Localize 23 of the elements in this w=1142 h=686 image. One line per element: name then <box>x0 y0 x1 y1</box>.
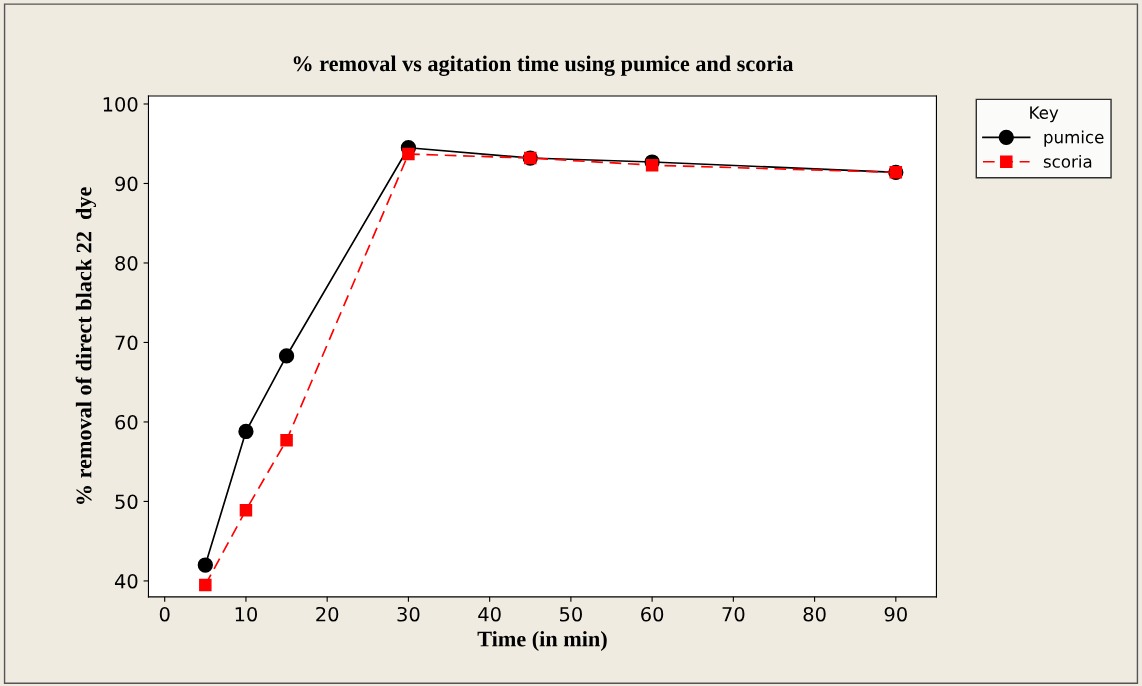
x-axis-title: Time (in min) <box>477 630 607 652</box>
x-tick-label: 80 <box>803 606 826 622</box>
x-tick-label: 0 <box>159 606 170 622</box>
x-tick-label: 40 <box>478 606 501 622</box>
y-axis-title: % removal of direct black 22 dye <box>75 187 97 504</box>
x-tick-label: 10 <box>235 606 258 622</box>
legend-label: scoria <box>1043 154 1092 168</box>
chart-title: % removal vs agitation time using pumice and scoria <box>293 55 794 76</box>
y-tick-label: 80 <box>115 255 138 271</box>
x-tick-label: 70 <box>722 606 745 622</box>
y-tick-label: 40 <box>114 573 138 589</box>
y-tick-label: 50 <box>115 494 138 510</box>
y-tick-label: 70 <box>115 335 138 351</box>
y-tick-label: 100 <box>103 96 138 112</box>
x-tick-label: 20 <box>316 606 339 622</box>
x-tick-label: 90 <box>884 606 907 622</box>
legend-title: Key <box>1030 106 1059 123</box>
x-tick-label: 30 <box>397 606 420 622</box>
y-tick-label: 90 <box>115 176 138 192</box>
y-tick-label: 60 <box>115 414 138 430</box>
x-tick-label: 60 <box>641 606 664 622</box>
x-tick-label: 50 <box>560 606 582 622</box>
legend-label: pumice <box>1044 130 1104 147</box>
